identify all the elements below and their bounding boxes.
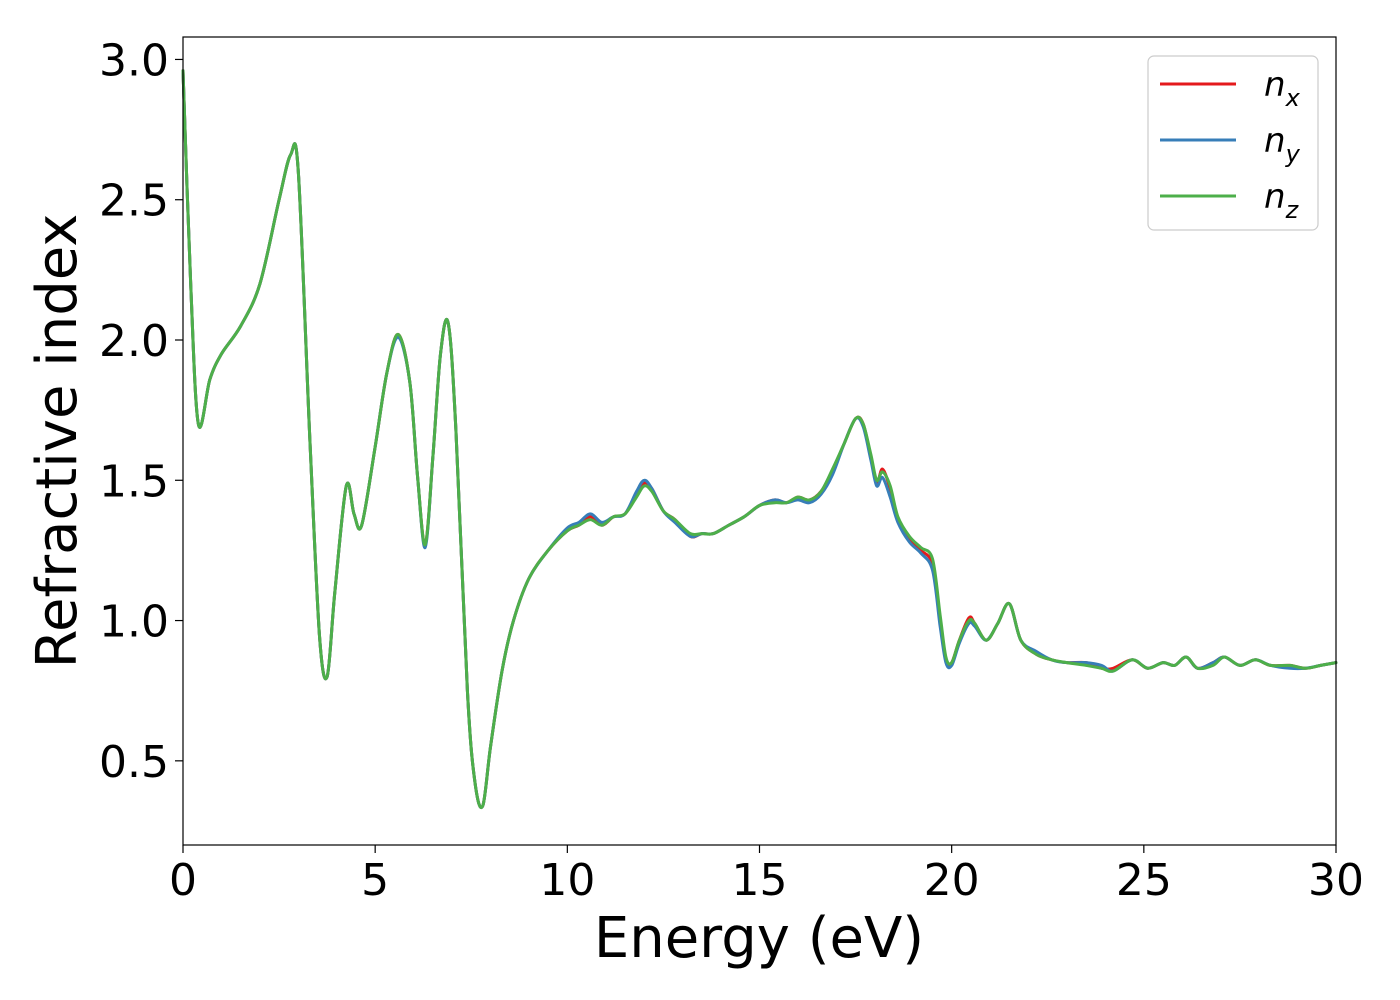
x-tick-label: 30 — [1308, 855, 1364, 906]
x-axis-label: Energy (eV) — [594, 906, 924, 971]
legend-entry-nx: nx — [1264, 65, 1301, 112]
y-tick-label: 2.0 — [99, 316, 169, 367]
x-tick-label: 20 — [924, 855, 980, 906]
legend-entry-name: n — [1264, 121, 1286, 161]
y-tick-label: 0.5 — [99, 737, 169, 788]
series-line-nz — [181, 69, 1338, 809]
legend-box — [1147, 55, 1319, 231]
x-tick-label: 10 — [539, 855, 595, 906]
x-tick-label: 0 — [169, 855, 197, 906]
y-tick-label: 2.5 — [99, 176, 169, 227]
y-axis-ticks: 0.5 1.0 1.5 2.0 2.5 3.0 — [99, 35, 183, 788]
legend-entry-nz: nz — [1264, 177, 1300, 224]
x-tick-label: 25 — [1116, 855, 1172, 906]
legend-entry-subscript: y — [1285, 140, 1301, 168]
x-axis-ticks: 0 5 10 15 20 25 30 — [169, 845, 1364, 906]
legend-entry-ny: ny — [1264, 121, 1301, 168]
y-tick-label: 1.5 — [99, 456, 169, 507]
y-tick-label: 3.0 — [99, 35, 169, 86]
legend-entry-name: n — [1264, 65, 1286, 105]
y-axis-label: Refractive index — [25, 214, 90, 669]
series-layer — [181, 69, 1338, 809]
legend-entry-subscript: z — [1285, 196, 1300, 224]
x-tick-label: 5 — [361, 855, 389, 906]
x-tick-label: 15 — [732, 855, 788, 906]
legend-entry-subscript: x — [1285, 84, 1301, 112]
legend-entry-name: n — [1264, 177, 1286, 217]
y-tick-label: 1.0 — [99, 597, 169, 648]
